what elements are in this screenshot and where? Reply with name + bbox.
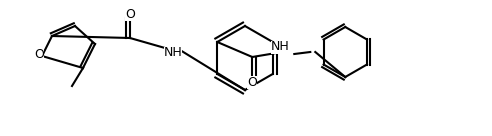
- Text: O: O: [125, 7, 135, 21]
- Text: O: O: [34, 47, 44, 61]
- Text: NH: NH: [164, 47, 183, 60]
- Text: O: O: [247, 75, 257, 89]
- Text: NH: NH: [271, 41, 290, 53]
